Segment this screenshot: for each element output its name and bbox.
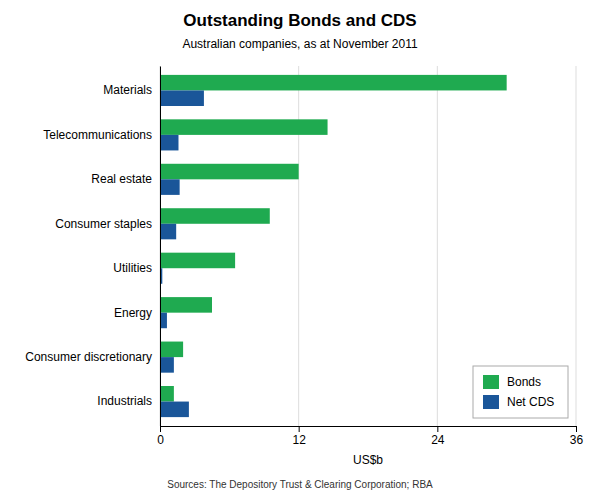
x-tick-label: 0 bbox=[157, 433, 164, 447]
x-tick-mark bbox=[576, 426, 577, 432]
x-tick: 0 bbox=[157, 426, 164, 447]
y-tick-label: Materials bbox=[103, 83, 152, 97]
bar bbox=[160, 164, 299, 180]
x-tick-label: 36 bbox=[570, 433, 584, 447]
bar bbox=[160, 119, 328, 135]
y-tick: Consumer staples bbox=[55, 217, 160, 231]
y-tick-label: Industrials bbox=[97, 394, 152, 408]
x-tick: 24 bbox=[431, 426, 445, 447]
bar bbox=[160, 90, 204, 106]
bar bbox=[160, 357, 174, 373]
y-tick-label: Consumer staples bbox=[55, 217, 152, 231]
bar bbox=[160, 208, 270, 224]
legend-item: Bonds bbox=[483, 375, 541, 389]
legend: Bonds Net CDS bbox=[473, 366, 568, 418]
legend-box bbox=[473, 366, 568, 418]
x-axis-line bbox=[161, 427, 577, 433]
y-tick-label: Real estate bbox=[91, 172, 152, 186]
y-tick-label: Telecommunications bbox=[43, 128, 152, 142]
bar bbox=[160, 224, 176, 240]
bar bbox=[160, 342, 183, 358]
y-tick: Telecommunications bbox=[43, 128, 160, 142]
x-tick-mark bbox=[299, 426, 300, 432]
x-axis: 0 12 24 36 bbox=[157, 426, 583, 447]
y-tick-label: Energy bbox=[114, 306, 152, 320]
legend-swatch bbox=[483, 395, 499, 409]
grid-line bbox=[437, 66, 438, 426]
grid-line bbox=[160, 66, 161, 426]
subtitle: Australian companies, as at November 201… bbox=[182, 37, 418, 51]
y-tick: Utilities bbox=[113, 261, 160, 275]
plot: 0 12 24 36 US$b Industrials Consumer discretio… bbox=[25, 66, 583, 467]
x-tick-label: 24 bbox=[431, 433, 445, 447]
x-tick: 36 bbox=[570, 426, 584, 447]
bar bbox=[160, 402, 189, 418]
bar bbox=[160, 253, 235, 269]
x-tick-mark bbox=[437, 426, 438, 432]
y-tick: Energy bbox=[114, 306, 160, 320]
bars bbox=[160, 75, 507, 417]
x-tick-label: 12 bbox=[292, 433, 306, 447]
y-tick: Real estate bbox=[91, 172, 160, 186]
source: Sources: The Depository Trust & Clearing… bbox=[167, 479, 433, 490]
y-tick-label: Consumer discretionary bbox=[25, 350, 152, 364]
x-tick: 12 bbox=[292, 426, 306, 447]
x-axis-title: US$b bbox=[353, 453, 383, 467]
legend-label: Bonds bbox=[507, 375, 541, 389]
y-tick: Consumer discretionary bbox=[25, 350, 160, 364]
grid bbox=[160, 66, 576, 426]
grid-line bbox=[576, 66, 577, 426]
bar bbox=[160, 297, 212, 313]
bar bbox=[160, 313, 167, 329]
title: Outstanding Bonds and CDS bbox=[183, 11, 416, 30]
y-tick: Materials bbox=[103, 83, 160, 97]
bar bbox=[160, 386, 174, 402]
chart: Outstanding Bonds and CDS Australian comp… bbox=[0, 0, 600, 496]
bar-series bbox=[160, 75, 507, 402]
legend-item: Net CDS bbox=[483, 395, 554, 409]
bar bbox=[160, 135, 178, 151]
y-tick: Industrials bbox=[97, 394, 160, 408]
legend-swatch bbox=[483, 375, 499, 389]
y-tick-label: Utilities bbox=[113, 261, 152, 275]
legend-label: Net CDS bbox=[507, 395, 554, 409]
x-tick-mark bbox=[160, 426, 161, 432]
bar bbox=[160, 75, 507, 91]
bar bbox=[160, 179, 180, 195]
bar-series bbox=[160, 90, 204, 417]
y-axis: Industrials Consumer discretionary Energy U… bbox=[25, 67, 160, 427]
y-axis-line bbox=[160, 67, 161, 427]
